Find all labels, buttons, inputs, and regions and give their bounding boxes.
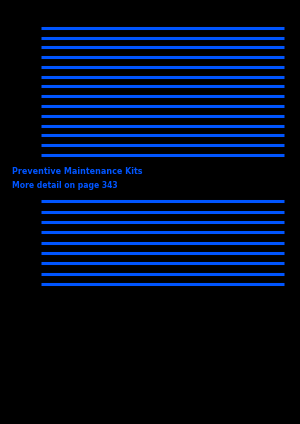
Text: More detail on page 343: More detail on page 343 (12, 181, 118, 190)
Text: Preventive Maintenance Kits: Preventive Maintenance Kits (12, 167, 142, 176)
